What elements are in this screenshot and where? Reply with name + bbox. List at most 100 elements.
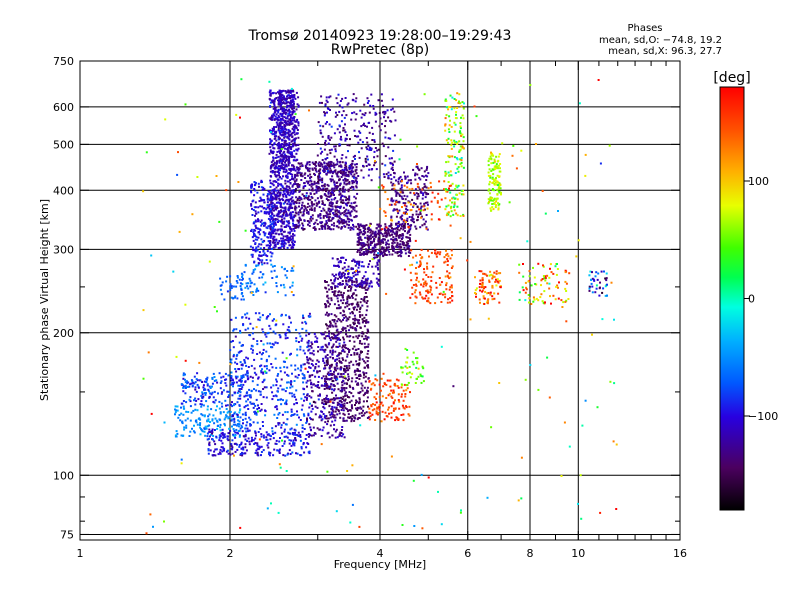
scatter-point [341,114,344,117]
scatter-point [349,409,351,412]
scatter-point [182,377,185,380]
scatter-point [349,386,352,389]
scatter-point [421,224,424,227]
scatter-point [327,417,330,420]
scatter-point [279,158,282,161]
scatter-point [208,390,211,393]
scatter-point [424,185,427,188]
scatter-point [278,197,281,200]
scatter-point [435,253,438,256]
scatter-point [275,198,278,201]
scatter-point [421,188,424,191]
scatter-point [182,413,185,416]
scatter-point [412,205,415,208]
scatter-point [289,121,292,124]
scatter-point [335,315,338,318]
scatter-point [325,211,328,214]
scatter-point [260,243,263,246]
scatter-point [309,416,312,419]
scatter-point [265,371,268,374]
scatter-point [286,180,289,183]
scatter-point [392,182,395,185]
scatter-point [427,300,430,303]
scatter-point [192,409,195,412]
scatter-point [290,410,293,413]
scatter-point [306,161,309,164]
scatter-point [339,184,341,187]
scatter-point [211,382,214,385]
scatter-point [345,329,348,332]
scatter-point [273,189,276,192]
scatter-point [419,260,422,263]
scatter-point [274,245,277,248]
scatter-point [487,202,490,205]
scatter-point [434,249,437,252]
scatter-point [366,396,369,399]
scatter-point [384,215,387,217]
scatter-point [210,408,213,411]
scatter-point [392,199,395,202]
scatter-point [361,358,364,361]
scatter-point [365,411,368,414]
scatter-point [260,445,263,448]
scatter-point [260,179,263,182]
scatter-point [288,194,291,197]
scatter-point [277,241,280,244]
scatter-point [274,221,277,224]
scatter-point [493,180,496,183]
scatter-point [215,419,218,422]
scatter-point [356,180,358,183]
scatter-point [314,227,317,230]
scatter-point [254,219,257,222]
scatter-point [238,341,241,344]
scatter-point [443,180,446,183]
scatter-point [439,251,442,254]
scatter-point [315,182,318,185]
scatter-point [346,217,349,220]
scatter-point [333,198,336,201]
scatter-point [372,250,374,252]
scatter-point [291,94,294,97]
scatter-point [199,426,202,429]
scatter-point [351,166,354,169]
scatter-point [272,343,275,346]
scatter-point [357,175,360,177]
scatter-point [288,135,291,138]
scatter-point [386,109,389,112]
scatter-point [234,423,237,426]
scatter-point [239,361,242,364]
scatter-point [297,221,300,224]
scatter-point [314,221,317,224]
scatter-point [303,219,306,222]
scatter-point [438,253,441,256]
scatter-point [280,237,283,240]
scatter-point [290,321,292,324]
scatter-point [245,400,248,403]
scatter-point [447,211,450,214]
scatter-point [402,191,405,194]
scatter-point [277,129,280,132]
scatter-point [321,159,324,161]
scatter-point [332,397,335,400]
scatter-point [371,132,374,135]
scatter-point [293,155,296,158]
scatter-point [489,197,492,200]
scatter-point [419,211,422,214]
scatter-point [499,183,502,186]
scatter-point [300,446,303,448]
scatter-point [366,97,369,100]
scatter-point [343,181,346,184]
scatter-point [293,183,295,186]
scatter-point [272,223,275,225]
scatter-point [302,443,305,446]
scatter-point [488,274,491,277]
scatter-point [289,116,292,119]
scatter-point [304,164,307,167]
scatter-point [318,161,321,164]
scatter-point [250,347,253,350]
scatter-point [303,173,306,176]
scatter-point [317,177,320,180]
scatter-point [475,295,477,298]
scatter-point [425,174,427,177]
scatter-point [353,195,356,198]
